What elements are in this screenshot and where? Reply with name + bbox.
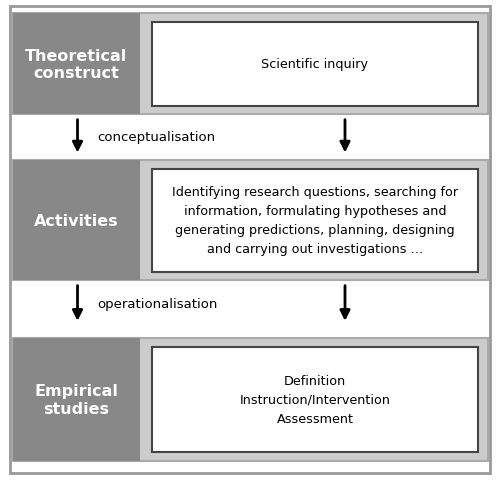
Bar: [12, 161, 140, 281]
Text: conceptualisation: conceptualisation: [98, 130, 216, 144]
Bar: [12, 161, 488, 281]
Bar: [152, 23, 478, 107]
Bar: [12, 14, 140, 115]
Bar: [152, 347, 478, 452]
Text: operationalisation: operationalisation: [98, 297, 218, 310]
Bar: [12, 338, 488, 461]
Text: Scientific inquiry: Scientific inquiry: [262, 58, 368, 72]
Text: Identifying research questions, searching for
information, formulating hypothese: Identifying research questions, searchin…: [172, 186, 458, 256]
Text: Definition
Instruction/Intervention
Assessment: Definition Instruction/Intervention Asse…: [240, 374, 390, 425]
Text: Empirical
studies: Empirical studies: [34, 384, 118, 416]
Bar: [152, 169, 478, 272]
Bar: [12, 338, 140, 461]
Text: Activities: Activities: [34, 213, 118, 228]
Bar: [12, 14, 488, 115]
Text: Theoretical
construct: Theoretical construct: [25, 48, 128, 81]
